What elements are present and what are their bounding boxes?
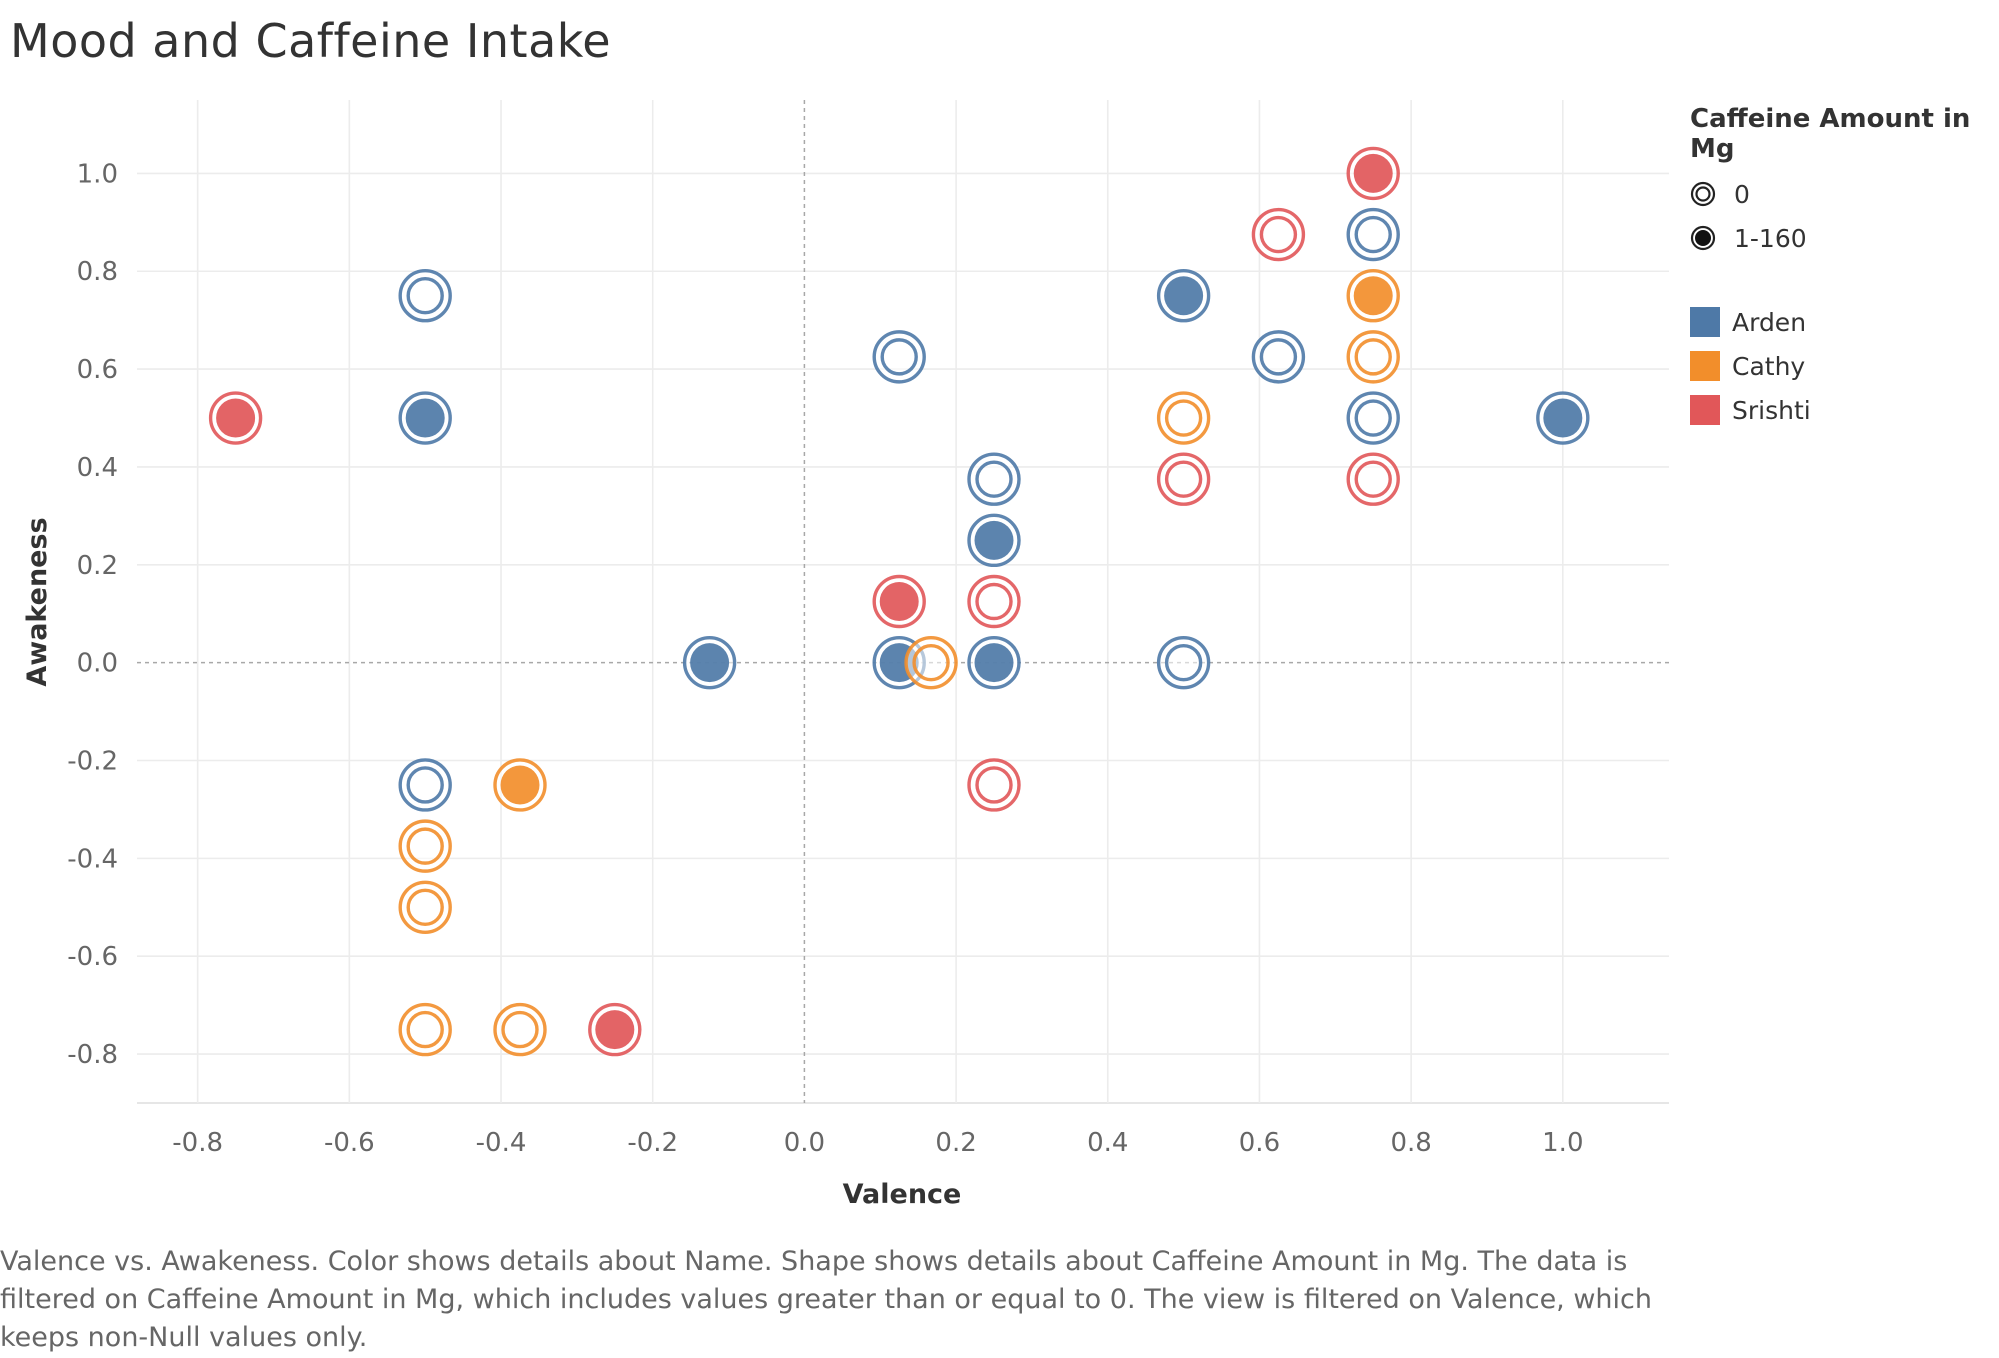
legend-shape-title: Caffeine Amount in Mg <box>1690 104 1971 164</box>
x-tick-label: 0.2 <box>935 1128 976 1158</box>
data-point-arden[interactable] <box>872 330 926 384</box>
data-point-cathy[interactable] <box>398 1002 452 1057</box>
color-swatch <box>1690 395 1720 425</box>
data-point-arden[interactable] <box>1346 391 1400 445</box>
data-point-arden[interactable] <box>398 391 452 445</box>
data-point-srishti[interactable] <box>872 574 926 629</box>
legend-item-arden[interactable]: Arden <box>1690 300 1999 344</box>
data-points <box>208 146 1590 1057</box>
tick-labels: -0.8 -0.6 -0.4 -0.2 0.0 0.2 0.4 0.6 0.8 1.0 1.0 0.8… <box>67 159 1583 1158</box>
data-point-arden[interactable] <box>1251 330 1306 384</box>
x-tick-label: -0.4 <box>476 1128 527 1158</box>
legend-label: Arden <box>1732 307 1807 337</box>
x-tick-label: -0.6 <box>324 1128 375 1158</box>
x-tick-label: 0.6 <box>1239 1128 1280 1158</box>
data-point-cathy[interactable] <box>398 819 452 873</box>
x-tick-label: -0.2 <box>627 1128 678 1158</box>
data-point-arden[interactable] <box>1156 635 1211 690</box>
legend-label: Cathy <box>1732 351 1806 381</box>
legend: Caffeine Amount in Mg 0 1-160 Arden Cath… <box>1690 104 1999 432</box>
color-swatch <box>1690 351 1720 381</box>
data-point-cathy[interactable] <box>904 635 958 690</box>
x-axis-title: Valence <box>843 1179 962 1210</box>
grid-layer <box>137 100 1669 1104</box>
x-tick-label: -0.8 <box>172 1128 223 1158</box>
data-point-arden[interactable] <box>682 635 737 690</box>
data-point-srishti[interactable] <box>208 391 263 445</box>
scatter-plot: -0.8 -0.6 -0.4 -0.2 0.0 0.2 0.4 0.6 0.8 1.0 1.0 0.8… <box>22 100 1669 1210</box>
zero-lines <box>137 100 1669 1103</box>
data-point-arden[interactable] <box>967 452 1021 506</box>
filled-circle-icon <box>1690 225 1716 251</box>
data-point-cathy[interactable] <box>493 1002 547 1057</box>
y-tick-label: -0.2 <box>67 747 118 777</box>
data-point-cathy[interactable] <box>1346 330 1400 384</box>
legend-item-cathy[interactable]: Cathy <box>1690 344 1999 388</box>
data-point-srishti[interactable] <box>1346 452 1400 506</box>
y-axis-title: Awakeness <box>22 517 53 686</box>
data-point-arden[interactable] <box>1346 207 1400 262</box>
data-point-arden[interactable] <box>1156 269 1211 323</box>
data-point-arden[interactable] <box>398 269 452 323</box>
data-point-srishti[interactable] <box>1346 146 1400 201</box>
legend-item-srishti[interactable]: Srishti <box>1690 388 1999 432</box>
data-point-srishti[interactable] <box>967 574 1021 629</box>
y-tick-label: 0.8 <box>77 257 118 287</box>
data-point-srishti[interactable] <box>588 1002 642 1057</box>
data-point-srishti[interactable] <box>967 758 1021 812</box>
data-point-srishti[interactable] <box>1156 452 1211 506</box>
data-point-arden[interactable] <box>398 758 452 812</box>
data-point-cathy[interactable] <box>1346 269 1400 323</box>
x-tick-label: 0.8 <box>1390 1128 1431 1158</box>
legend-item-shape-range[interactable]: 1-160 <box>1690 216 1999 260</box>
chart-title: Mood and Caffeine Intake <box>10 14 612 68</box>
legend-label: 0 <box>1734 179 1750 209</box>
legend-label: 1-160 <box>1734 223 1807 253</box>
y-tick-label: 0.2 <box>77 551 118 581</box>
x-tick-label: 1.0 <box>1542 1128 1583 1158</box>
hollow-circle-icon <box>1690 181 1716 207</box>
data-point-cathy[interactable] <box>398 880 452 934</box>
data-point-srishti[interactable] <box>1251 207 1306 262</box>
x-tick-label: 0.4 <box>1087 1128 1128 1158</box>
y-tick-label: 0.0 <box>77 649 118 679</box>
y-tick-label: 0.6 <box>77 355 118 385</box>
legend-item-shape-zero[interactable]: 0 <box>1690 172 1999 216</box>
y-tick-label: 1.0 <box>77 159 118 189</box>
data-point-arden[interactable] <box>967 635 1021 690</box>
chart-caption: Valence vs. Awakeness. Color shows detai… <box>0 1246 1652 1353</box>
y-tick-label: -0.4 <box>67 844 118 874</box>
legend-label: Srishti <box>1732 395 1811 425</box>
y-tick-label: -0.6 <box>67 942 118 972</box>
y-tick-label: 0.4 <box>77 453 118 483</box>
data-point-cathy[interactable] <box>1156 391 1211 445</box>
data-point-cathy[interactable] <box>493 758 547 812</box>
data-point-arden[interactable] <box>967 513 1021 568</box>
data-point-arden[interactable] <box>1536 391 1590 445</box>
color-swatch <box>1690 307 1720 337</box>
y-tick-label: -0.8 <box>67 1040 118 1070</box>
x-tick-label: 0.0 <box>784 1128 825 1158</box>
